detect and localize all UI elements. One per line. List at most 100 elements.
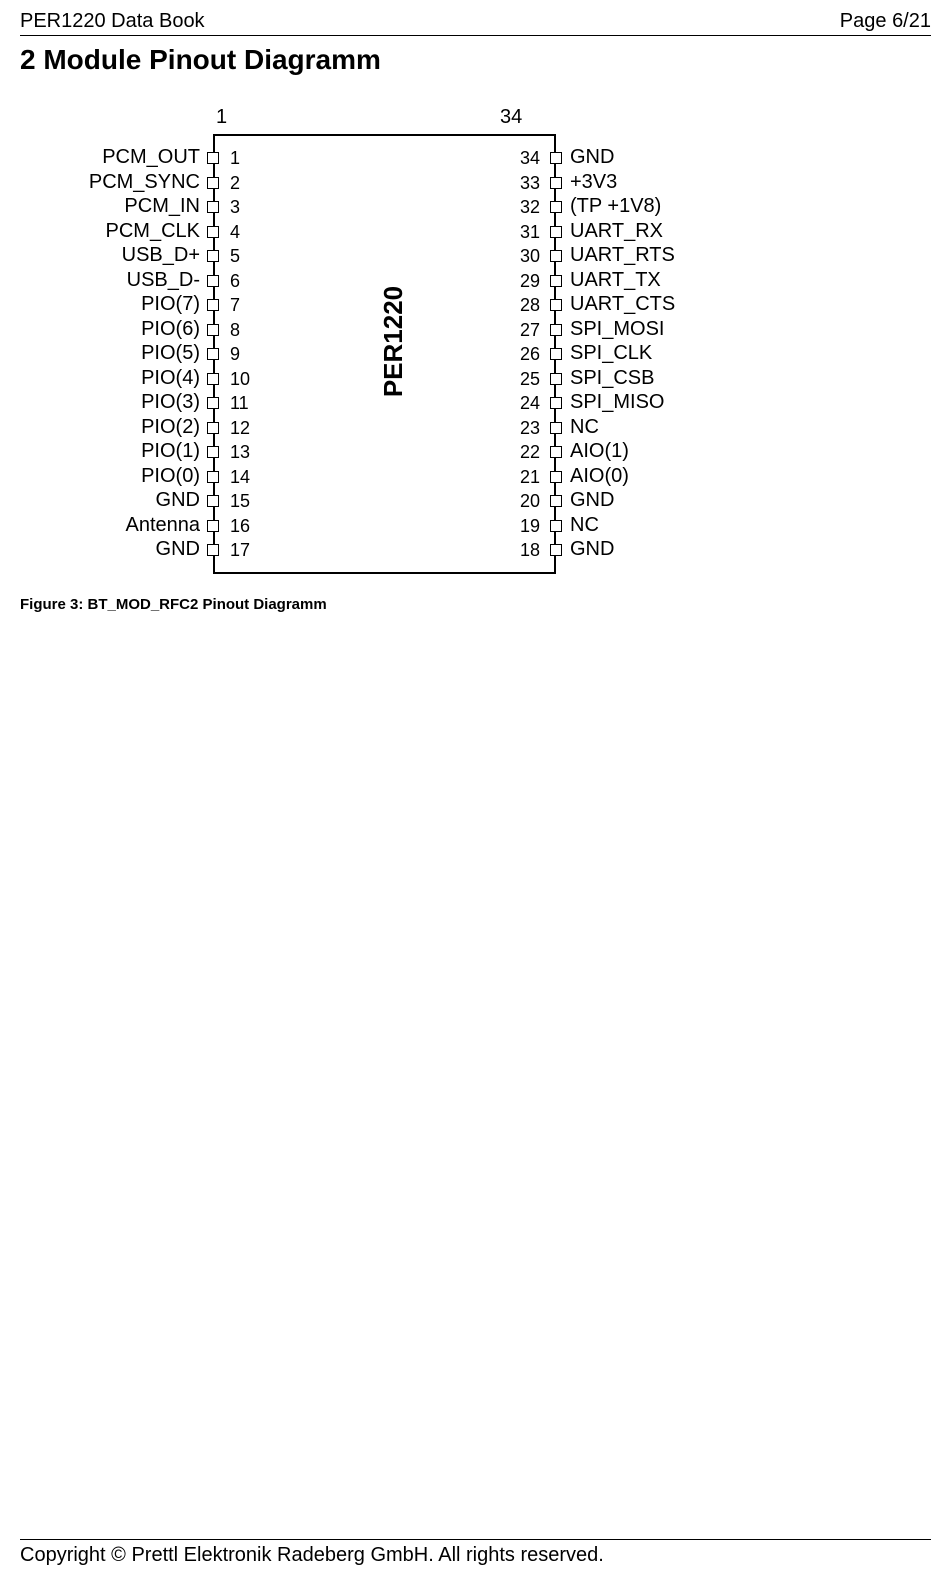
pin-label: SPI_CSB bbox=[570, 367, 740, 390]
pin-number: 27 bbox=[520, 320, 540, 341]
pin-number: 13 bbox=[230, 442, 250, 463]
pin-box bbox=[207, 471, 219, 483]
page-footer: Copyright © Prettl Elektronik Radeberg G… bbox=[20, 1539, 931, 1567]
pin-label: SPI_MISO bbox=[570, 391, 740, 414]
pin-number: 8 bbox=[230, 320, 240, 341]
pin-number: 9 bbox=[230, 344, 240, 365]
pin-number: 22 bbox=[520, 442, 540, 463]
pin-label: AIO(1) bbox=[570, 440, 740, 463]
pin-label: UART_CTS bbox=[570, 293, 740, 316]
pin-number: 12 bbox=[230, 418, 250, 439]
pin-number: 34 bbox=[520, 148, 540, 169]
page-number: Page 6/21 bbox=[840, 10, 931, 33]
pin-label: PIO(3) bbox=[30, 391, 200, 414]
pin-label: AIO(0) bbox=[570, 465, 740, 488]
pin-label: PIO(1) bbox=[30, 440, 200, 463]
pin-number: 7 bbox=[230, 295, 240, 316]
section-title: 2 Module Pinout Diagramm bbox=[20, 44, 931, 76]
pin-label: PIO(7) bbox=[30, 293, 200, 316]
pin-number: 17 bbox=[230, 540, 250, 561]
pin-box bbox=[550, 250, 562, 262]
pin-box bbox=[207, 544, 219, 556]
pin-label: PIO(5) bbox=[30, 342, 200, 365]
pin-label: Antenna bbox=[30, 514, 200, 537]
pin-label: GND bbox=[570, 538, 740, 561]
pin-box bbox=[207, 520, 219, 532]
pin-number: 29 bbox=[520, 271, 540, 292]
pin-box bbox=[550, 152, 562, 164]
pin-number: 16 bbox=[230, 516, 250, 537]
pin-box bbox=[550, 520, 562, 532]
pin-label: PCM_SYNC bbox=[30, 171, 200, 194]
pin-label: PCM_CLK bbox=[30, 220, 200, 243]
pin-box bbox=[550, 471, 562, 483]
pin-label: +3V3 bbox=[570, 171, 740, 194]
pin-box bbox=[207, 177, 219, 189]
pin-number: 18 bbox=[520, 540, 540, 561]
pin-box bbox=[207, 348, 219, 360]
pin-box bbox=[207, 324, 219, 336]
pin-label: NC bbox=[570, 416, 740, 439]
pin-label: PIO(2) bbox=[30, 416, 200, 439]
pin-box bbox=[550, 348, 562, 360]
pin-number: 20 bbox=[520, 491, 540, 512]
pin-label: UART_RTS bbox=[570, 244, 740, 267]
pin-number: 1 bbox=[230, 148, 240, 169]
page: PER1220 Data Book Page 6/21 2 Module Pin… bbox=[0, 0, 951, 1587]
pin-box bbox=[550, 422, 562, 434]
pin-box bbox=[207, 275, 219, 287]
pin-box bbox=[207, 373, 219, 385]
pin-number: 15 bbox=[230, 491, 250, 512]
top-corner-label-right: 34 bbox=[500, 106, 522, 129]
pin-number: 25 bbox=[520, 369, 540, 390]
pin-number: 28 bbox=[520, 295, 540, 316]
page-header: PER1220 Data Book Page 6/21 bbox=[20, 10, 931, 36]
pin-number: 23 bbox=[520, 418, 540, 439]
pin-number: 4 bbox=[230, 222, 240, 243]
pin-box bbox=[550, 177, 562, 189]
pin-box bbox=[550, 446, 562, 458]
pin-number: 24 bbox=[520, 393, 540, 414]
pin-label: PIO(0) bbox=[30, 465, 200, 488]
pin-box bbox=[550, 275, 562, 287]
pin-box bbox=[207, 446, 219, 458]
pin-box bbox=[207, 250, 219, 262]
pin-label: PIO(4) bbox=[30, 367, 200, 390]
pin-box bbox=[207, 152, 219, 164]
pin-box bbox=[207, 226, 219, 238]
pin-box bbox=[550, 397, 562, 409]
pin-number: 21 bbox=[520, 467, 540, 488]
doc-title: PER1220 Data Book bbox=[20, 10, 205, 33]
pin-label: USB_D+ bbox=[30, 244, 200, 267]
pin-number: 3 bbox=[230, 197, 240, 218]
pin-label: GND bbox=[30, 489, 200, 512]
pin-label: GND bbox=[30, 538, 200, 561]
pin-label: NC bbox=[570, 514, 740, 537]
pin-number: 2 bbox=[230, 173, 240, 194]
pinout-diagram: 1 34 PER1220 1PCM_OUT2PCM_SYNC3PCM_IN4PC… bbox=[20, 106, 640, 586]
pin-label: (TP +1V8) bbox=[570, 195, 740, 218]
pin-number: 6 bbox=[230, 271, 240, 292]
pin-label: PCM_OUT bbox=[30, 146, 200, 169]
pin-box bbox=[550, 544, 562, 556]
pin-label: PIO(6) bbox=[30, 318, 200, 341]
figure-caption: Figure 3: BT_MOD_RFC2 Pinout Diagramm bbox=[20, 596, 931, 613]
pin-number: 33 bbox=[520, 173, 540, 194]
pin-label: GND bbox=[570, 146, 740, 169]
pin-box bbox=[550, 373, 562, 385]
pin-box bbox=[550, 299, 562, 311]
pin-number: 26 bbox=[520, 344, 540, 365]
chip-name: PER1220 bbox=[378, 286, 409, 397]
pin-box bbox=[550, 201, 562, 213]
pin-box bbox=[550, 324, 562, 336]
pin-number: 30 bbox=[520, 246, 540, 267]
pin-number: 19 bbox=[520, 516, 540, 537]
pin-box bbox=[207, 495, 219, 507]
pin-label: UART_RX bbox=[570, 220, 740, 243]
pin-box bbox=[207, 422, 219, 434]
pin-label: SPI_MOSI bbox=[570, 318, 740, 341]
pin-number: 11 bbox=[230, 393, 249, 414]
pin-box bbox=[550, 226, 562, 238]
pin-label: PCM_IN bbox=[30, 195, 200, 218]
pin-box bbox=[550, 495, 562, 507]
